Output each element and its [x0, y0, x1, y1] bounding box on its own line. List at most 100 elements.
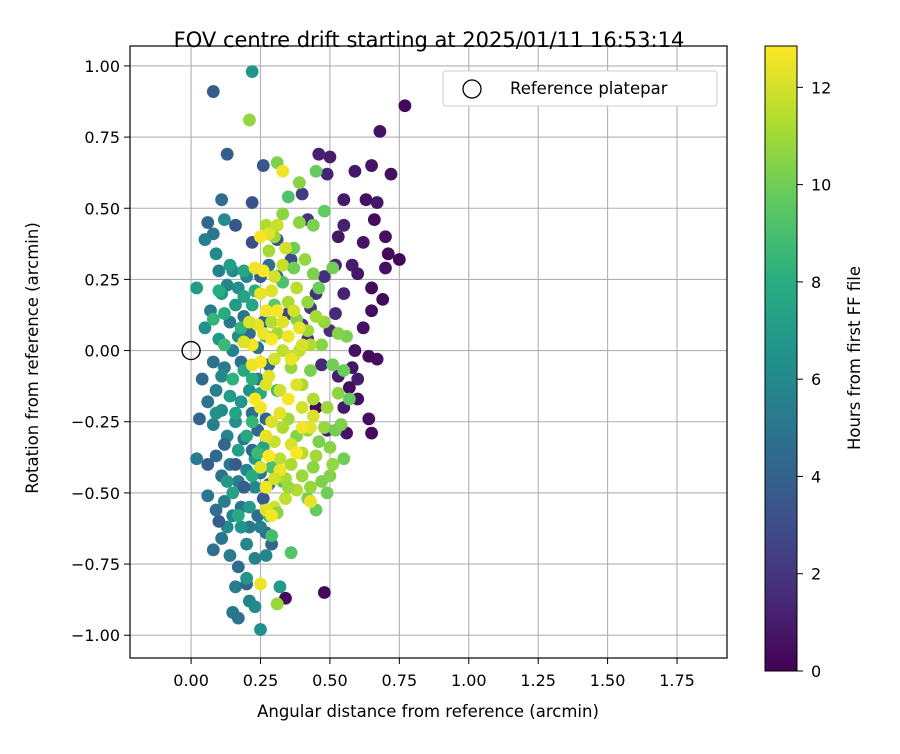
data-point: [223, 258, 237, 272]
data-point: [326, 458, 340, 471]
y-tick-label: 1.00: [84, 57, 120, 76]
data-point: [259, 480, 273, 494]
data-point: [331, 386, 345, 400]
data-point: [265, 529, 279, 542]
legend: Reference platepar: [442, 70, 718, 107]
data-point: [273, 384, 287, 397]
data-point: [218, 438, 231, 451]
data-point: [245, 469, 259, 483]
data-point: [281, 480, 295, 494]
data-point: [323, 440, 337, 454]
data-point: [218, 495, 231, 508]
data-point: [265, 284, 279, 298]
data-point: [245, 65, 259, 79]
data-point: [317, 204, 331, 218]
data-point: [348, 344, 362, 357]
x-tick-label: 1.75: [659, 671, 695, 690]
grid: [130, 46, 727, 658]
data-point: [248, 600, 262, 614]
data-point: [240, 429, 254, 443]
data-point: [201, 395, 215, 409]
data-point: [365, 159, 378, 172]
x-tick-label: 0.50: [312, 671, 348, 690]
data-point: [229, 218, 242, 232]
data-point: [304, 480, 317, 494]
data-point: [206, 312, 220, 326]
data-point: [337, 287, 351, 301]
data-point: [206, 355, 220, 369]
data-point: [226, 486, 240, 500]
colorbar-tick-label: 2: [811, 565, 821, 584]
data-point: [290, 378, 304, 392]
data-point: [267, 352, 281, 366]
data-point: [337, 452, 351, 466]
data-point: [209, 384, 223, 397]
data-point: [306, 460, 320, 474]
colorbar-tick-label: 10: [811, 176, 831, 195]
data-point: [376, 292, 390, 306]
data-point: [320, 486, 334, 500]
data-point: [315, 358, 328, 372]
data-point: [298, 253, 312, 266]
data-point: [229, 298, 242, 312]
data-point: [306, 392, 320, 406]
data-point: [301, 295, 315, 309]
data-point: [270, 597, 284, 611]
data-point: [234, 520, 248, 534]
data-point: [201, 458, 215, 471]
data-point: [273, 406, 287, 420]
data-point: [295, 469, 309, 483]
colorbar-label: Hours from first FF file: [845, 266, 864, 450]
data-point: [243, 500, 256, 514]
data-point: [267, 270, 281, 283]
data-point: [254, 520, 267, 534]
data-point: [287, 304, 301, 318]
data-point: [254, 577, 267, 591]
data-point: [206, 543, 220, 557]
data-point: [229, 458, 242, 471]
data-point: [243, 315, 256, 329]
data-point: [212, 284, 226, 298]
data-point: [243, 113, 256, 127]
data-point: [279, 492, 292, 505]
y-tick-label: 0.00: [84, 342, 120, 361]
data-point: [290, 281, 304, 295]
data-point: [245, 298, 259, 312]
data-point: [262, 449, 276, 463]
y-axis-ticks: 1.00 0.75 0.50 0.25 0.00 −0.25 −0.50 −0.75 −1.00: [71, 57, 130, 645]
data-point: [331, 327, 345, 340]
data-point: [276, 344, 290, 357]
data-point: [370, 196, 384, 209]
data-point: [276, 315, 290, 329]
x-tick-label: 0.00: [173, 671, 209, 690]
data-point: [240, 537, 254, 551]
data-point: [215, 193, 229, 207]
data-point: [273, 580, 287, 594]
x-tick-label: 1.00: [451, 671, 487, 690]
data-point: [379, 230, 392, 244]
data-point: [342, 392, 356, 406]
data-point: [262, 369, 276, 383]
data-point: [317, 586, 331, 599]
data-point: [212, 264, 226, 278]
data-point: [254, 623, 267, 636]
legend-label: Reference platepar: [510, 79, 668, 98]
data-point: [240, 571, 254, 585]
data-point: [248, 480, 262, 494]
data-point: [384, 167, 398, 181]
data-point: [392, 253, 406, 266]
colorbar: 0 2 4 6 8 10 12 Hours from first FF file: [764, 45, 864, 681]
data-point: [323, 150, 337, 164]
data-point: [265, 415, 279, 429]
data-point: [292, 321, 306, 335]
colorbar-ticks: 0 2 4 6 8 10 12: [797, 78, 831, 681]
x-tick-label: 0.75: [382, 671, 418, 690]
data-point: [215, 532, 229, 545]
data-point: [342, 381, 356, 394]
data-point: [248, 392, 262, 406]
y-tick-label: 0.75: [84, 128, 120, 147]
data-point: [359, 193, 373, 207]
colorbar-tick-label: 8: [811, 273, 821, 292]
x-tick-label: 1.50: [590, 671, 626, 690]
data-point: [304, 364, 317, 377]
